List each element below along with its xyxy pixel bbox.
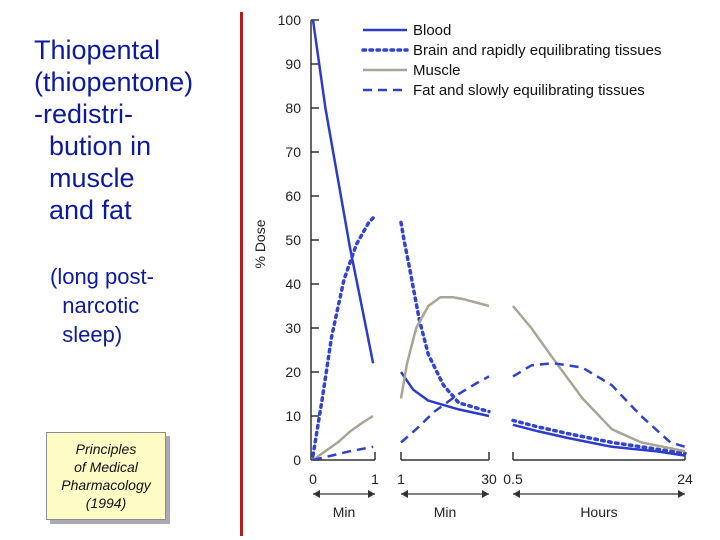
x-segment-unit: Hours bbox=[580, 504, 617, 520]
slide-title: Thiopental (thiopentone) -redistri- buti… bbox=[34, 35, 194, 225]
x-range-arrowhead bbox=[368, 490, 375, 498]
y-tick-label: 40 bbox=[285, 276, 301, 292]
y-tick-label: 100 bbox=[278, 12, 302, 28]
legend-label: Brain and rapidly equilibrating tissues bbox=[413, 42, 661, 59]
x-tick-label: 24 bbox=[677, 471, 693, 487]
x-tick-label: 1 bbox=[397, 471, 405, 487]
x-tick-label: 0 bbox=[309, 471, 317, 487]
series-line-fat bbox=[312, 445, 374, 462]
x-tick-label: 1 bbox=[371, 471, 379, 487]
y-tick-label: 10 bbox=[285, 408, 301, 424]
series-line-blood bbox=[512, 423, 686, 457]
x-range-arrowhead bbox=[678, 490, 685, 498]
chart-panel: 0 10 20 30 40 50 60 70 80 90 100 % Dose 0 1 Min 1 30 Min 0… bbox=[240, 12, 695, 536]
x-range-arrowhead bbox=[401, 490, 408, 498]
series-line-fat bbox=[512, 361, 686, 448]
reference-text: Principles of Medical Pharmacology (1994… bbox=[61, 441, 151, 511]
x-segment-unit: Min bbox=[434, 504, 457, 520]
legend-label: Blood bbox=[413, 22, 451, 39]
y-tick-label: 90 bbox=[285, 56, 301, 72]
y-tick-label: 50 bbox=[285, 232, 301, 248]
series-line-brain bbox=[311, 216, 375, 458]
distribution-chart: 0 10 20 30 40 50 60 70 80 90 100 % Dose 0 1 Min 1 30 Min 0… bbox=[252, 12, 693, 520]
x-range-arrowhead bbox=[513, 490, 520, 498]
y-tick-label: 80 bbox=[285, 100, 301, 116]
series-line-muscle bbox=[312, 414, 374, 462]
x-tick-label: 30 bbox=[481, 471, 497, 487]
y-axis-label: % Dose bbox=[252, 219, 268, 268]
series-line-blood bbox=[311, 19, 375, 364]
y-tick-label: 0 bbox=[293, 452, 301, 468]
x-tick-label: 0.5 bbox=[503, 471, 523, 487]
x-range-arrowhead bbox=[482, 490, 489, 498]
series-line-muscle bbox=[399, 295, 490, 399]
y-tick-label: 70 bbox=[285, 144, 301, 160]
y-tick-label: 60 bbox=[285, 188, 301, 204]
legend-label: Fat and slowly equilibrating tissues bbox=[413, 82, 645, 99]
x-segment-unit: Min bbox=[333, 504, 356, 520]
reference-note: Principles of Medical Pharmacology (1994… bbox=[46, 432, 166, 520]
series-line-brain bbox=[399, 220, 491, 414]
series-line-blood bbox=[399, 371, 490, 418]
series-line-brain bbox=[511, 418, 687, 456]
y-tick-label: 30 bbox=[285, 320, 301, 336]
legend-label: Muscle bbox=[413, 62, 461, 79]
y-tick-label: 20 bbox=[285, 364, 301, 380]
x-range-arrowhead bbox=[313, 490, 320, 498]
slide-subtitle: (long post- narcotic sleep) bbox=[50, 264, 154, 347]
series-line-fat bbox=[400, 375, 490, 444]
series-line-muscle bbox=[512, 305, 686, 453]
